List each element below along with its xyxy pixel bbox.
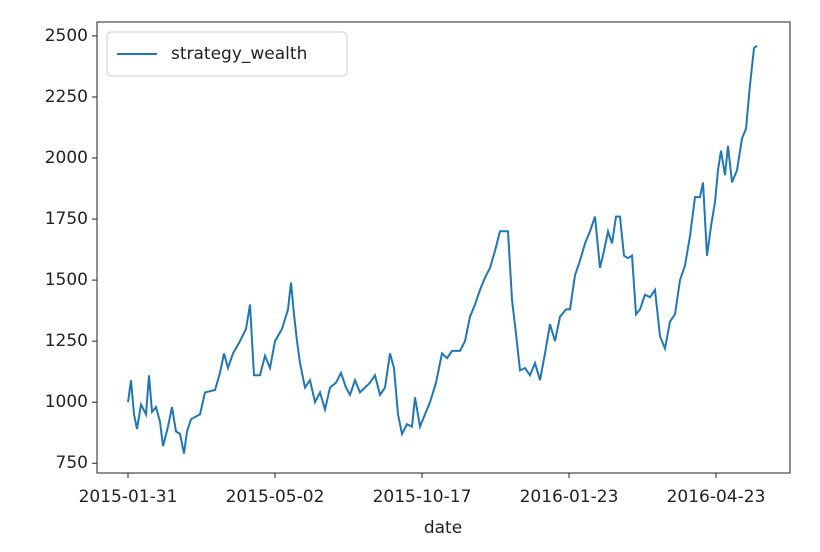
y-tick-label: 1750 [45,209,88,229]
data-line [127,44,758,454]
y-tick-label: 2500 [45,26,88,46]
y-tick-label: 750 [56,453,88,473]
y-tick-label: 1250 [45,331,88,351]
y-tick-label: 1500 [45,270,88,290]
plot-frame [96,21,791,474]
x-tick-label: 2015-10-17 [373,487,472,507]
y-tick-label: 2000 [45,148,88,168]
legend-label: strategy_wealth [171,44,307,64]
x-tick-label: 2016-01-23 [520,487,619,507]
legend-box [106,31,348,77]
x-axis-label: date [424,518,462,538]
x-tick-label: 2015-01-31 [79,487,178,507]
y-tick-label: 1000 [45,392,88,412]
x-tick-label: 2016-04-23 [667,487,766,507]
x-tick-label: 2015-05-02 [226,487,325,507]
y-tick-label: 2250 [45,87,88,107]
